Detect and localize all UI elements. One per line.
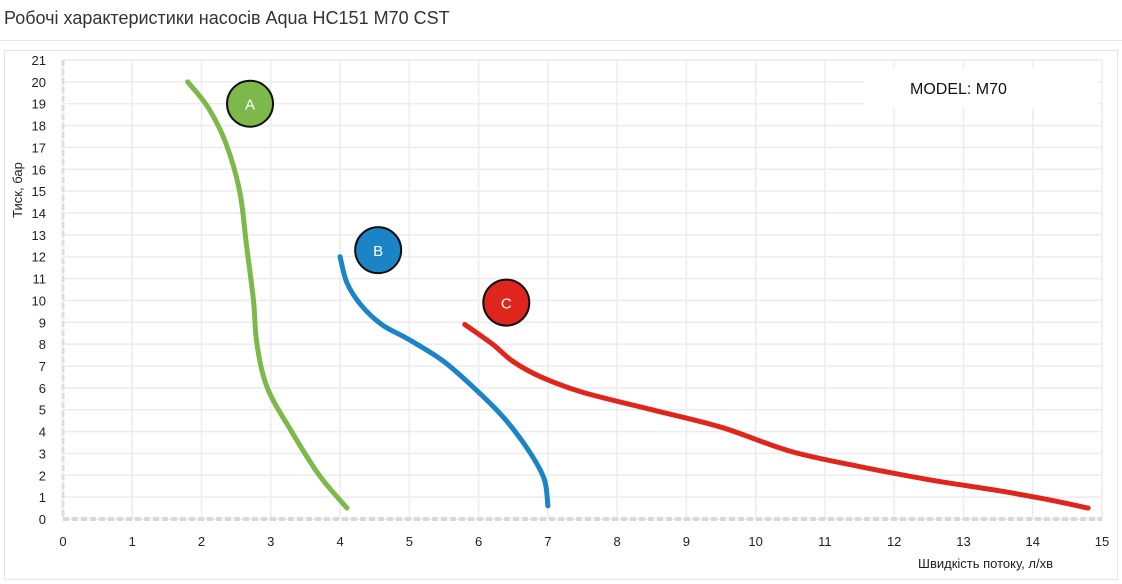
- badge-layer: A B C: [226, 79, 531, 327]
- model-annotation: MODEL: M70: [864, 68, 1098, 108]
- x-tick-label: 5: [406, 534, 413, 549]
- model-box-background: [864, 68, 1098, 108]
- series-line-b: [337, 254, 551, 509]
- y-tick-label: 9: [39, 315, 46, 330]
- page-title: Робочі характеристики насосів Aqua HC151…: [4, 8, 450, 28]
- x-tick-label: 0: [59, 534, 66, 549]
- axes: 0 1 2 3 4 5 6 7 8 9 10 11 12 13 14 15012345678910111213…: [32, 53, 1110, 549]
- x-tick-label: 11: [818, 534, 832, 549]
- series-badge-c: [482, 278, 531, 327]
- y-tick-label: 12: [32, 250, 46, 265]
- y-tick-label: 14: [32, 206, 46, 221]
- y-tick-label: 17: [32, 140, 46, 155]
- series-badge-label-b: B: [373, 243, 383, 260]
- series-badge-label-c: C: [501, 296, 512, 313]
- x-tick-label: 6: [475, 534, 482, 549]
- series-line-a: [185, 79, 350, 511]
- grid: [62, 59, 1103, 520]
- y-tick-label: 0: [39, 512, 46, 527]
- y-tick-label: 16: [32, 162, 46, 177]
- x-tick-label: 12: [887, 534, 901, 549]
- y-tick-label: 20: [32, 75, 46, 90]
- chart-frame: [4, 50, 1118, 580]
- title-divider: [0, 40, 1122, 41]
- x-tick-label: 10: [748, 534, 762, 549]
- y-tick-label: 15: [32, 184, 46, 199]
- x-axis-label: Швидкість потоку, л/хв: [918, 556, 1053, 571]
- model-box-label: MODEL: M70: [910, 81, 1007, 98]
- x-tick-label: 14: [1025, 534, 1039, 549]
- y-tick-label: 21: [32, 53, 46, 68]
- y-tick-label: 1: [39, 490, 46, 505]
- x-tick-label: 4: [336, 534, 343, 549]
- y-tick-label: 18: [32, 119, 46, 134]
- x-tick-label: 7: [544, 534, 551, 549]
- series-badge-a: [226, 79, 275, 128]
- series-layer: [185, 79, 1091, 511]
- x-tick-label: 2: [198, 534, 205, 549]
- series-line-c: [462, 321, 1091, 511]
- series-badge-label-a: A: [245, 97, 255, 114]
- x-tick-label: 3: [267, 534, 274, 549]
- y-tick-label: 11: [33, 272, 47, 287]
- y-axis-label: Тиск, бар: [10, 162, 25, 218]
- x-tick-label: 8: [614, 534, 621, 549]
- x-tick-label: 15: [1095, 534, 1109, 549]
- x-tick-label: 13: [956, 534, 970, 549]
- y-tick-label: 3: [39, 446, 46, 461]
- y-tick-label: 7: [39, 359, 46, 374]
- y-tick-label: 6: [39, 381, 46, 396]
- y-tick-label: 19: [32, 97, 46, 112]
- y-tick-label: 10: [32, 293, 46, 308]
- y-tick-label: 4: [39, 425, 46, 440]
- series-badge-b: [354, 226, 403, 275]
- x-tick-label: 1: [129, 534, 136, 549]
- y-tick-label: 13: [32, 228, 46, 243]
- y-tick-label: 8: [39, 337, 46, 352]
- x-tick-label: 9: [683, 534, 690, 549]
- y-tick-label: 5: [39, 403, 46, 418]
- y-tick-label: 2: [39, 468, 46, 483]
